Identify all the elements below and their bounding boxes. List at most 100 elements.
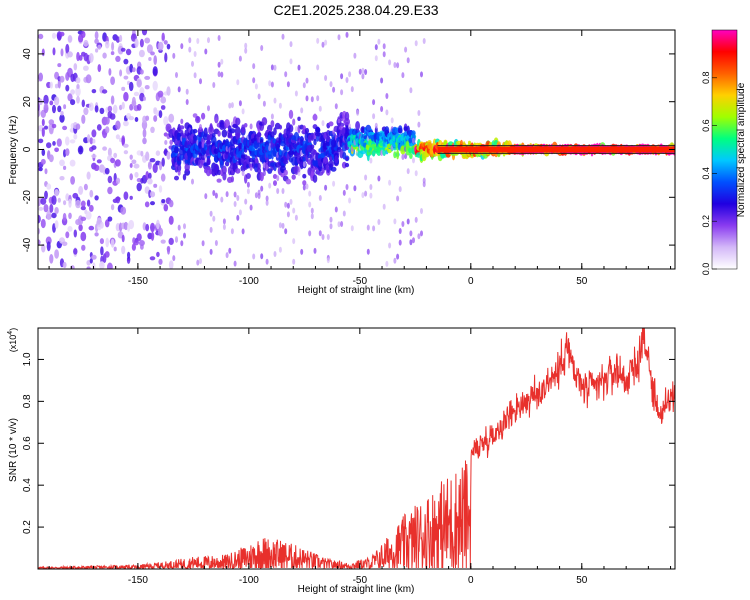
heatmap-cell <box>397 127 403 134</box>
heatmap-cell <box>345 31 349 38</box>
heatmap-cell <box>302 82 306 89</box>
x-tick-label: -150 <box>128 276 148 287</box>
heatmap-cell <box>97 44 102 50</box>
heatmap-cell <box>52 104 56 114</box>
heatmap-cell <box>177 163 182 173</box>
heatmap-cell <box>157 41 164 51</box>
heatmap-cell <box>209 248 213 255</box>
heatmap-cell <box>94 38 99 45</box>
heatmap-cell <box>54 189 59 197</box>
heatmap-cell <box>297 116 301 122</box>
heatmap-cell <box>152 80 158 91</box>
heatmap-cell <box>261 117 268 126</box>
heatmap-cell <box>143 96 146 101</box>
heatmap-cell <box>217 151 221 159</box>
heatmap-cell <box>129 173 133 181</box>
heatmap-cell <box>147 161 152 170</box>
heatmap-cell <box>289 198 293 205</box>
heatmap-cell <box>113 152 118 159</box>
heatmap-cell <box>59 75 65 83</box>
heatmap-cell <box>230 102 234 109</box>
heatmap-cell <box>324 39 328 46</box>
heatmap-cell <box>65 231 70 239</box>
heatmap-cell <box>134 38 139 48</box>
heatmap-cell <box>329 216 333 223</box>
heatmap-cell <box>100 246 104 256</box>
heatmap-cell <box>131 243 136 251</box>
heatmap-cell <box>265 199 269 206</box>
heatmap-cell <box>166 43 171 50</box>
heatmap-cell <box>348 197 352 204</box>
heatmap-cell <box>99 261 105 269</box>
heatmap-cell <box>81 31 86 38</box>
colorbar-tick-label: 0.8 <box>701 72 711 85</box>
heatmap-cell <box>305 77 309 84</box>
heatmap-cell <box>220 58 224 65</box>
heatmap-cell <box>201 141 205 148</box>
heatmap-cell <box>337 221 341 228</box>
heatmap-cell <box>168 215 174 225</box>
heatmap-cell <box>131 159 137 165</box>
heatmap-cell <box>217 35 221 41</box>
heatmap-cell <box>83 107 89 116</box>
heatmap-cell <box>206 159 211 166</box>
heatmap-cell <box>401 72 405 79</box>
heatmap-cell <box>110 95 115 105</box>
heatmap-cell <box>54 249 59 259</box>
heatmap-cell <box>62 261 67 269</box>
heatmap-cell <box>305 183 309 190</box>
heatmap-cell <box>149 191 156 198</box>
heatmap-cell <box>238 100 242 107</box>
heatmap-cell <box>398 228 402 234</box>
heatmap-cell <box>180 240 184 247</box>
heatmap-cell <box>88 204 94 212</box>
snr-frame <box>37 327 676 570</box>
heatmap-cell <box>420 230 423 237</box>
heatmap-cell <box>149 158 156 163</box>
heatmap-cell <box>267 168 273 174</box>
heatmap-cell <box>204 193 208 200</box>
heatmap-cell <box>318 230 322 237</box>
colorbar: 0.0 0.2 0.4 0.6 0.8 Normalized spectral ampl… <box>701 29 747 275</box>
heatmap-cell <box>91 154 97 159</box>
heatmap-cell <box>70 89 75 95</box>
heatmap-cell <box>284 201 288 208</box>
y-tick-label: 1.0 <box>22 352 33 366</box>
heatmap-cell <box>338 122 345 127</box>
heatmap-cell <box>101 89 108 94</box>
heatmap-cell <box>382 203 386 210</box>
heatmap-cell <box>353 185 357 192</box>
heatmap-cell <box>406 57 410 64</box>
heatmap-cell <box>86 171 91 180</box>
heatmap-cell <box>59 159 65 167</box>
heatmap-cell <box>104 219 110 228</box>
heatmap-cell <box>334 155 339 164</box>
heatmap-cell <box>61 241 68 247</box>
heatmap-cell <box>353 52 357 59</box>
heatmap-cell <box>222 224 226 230</box>
heatmap-cell <box>196 259 200 266</box>
heatmap-cell <box>113 246 117 252</box>
heatmap-cell <box>409 153 413 159</box>
heatmap-cell <box>145 115 150 121</box>
snr-x-axis-label: Height of straight line (km) <box>298 584 415 595</box>
heatmap-cell <box>149 256 156 261</box>
heatmap-cell <box>158 161 163 171</box>
heatmap-cell <box>117 45 124 55</box>
heatmap-cell <box>230 176 234 183</box>
heatmap-cell <box>342 189 346 196</box>
heatmap-cell <box>225 252 229 259</box>
heatmap-cell <box>417 110 421 116</box>
heatmap-cell <box>364 190 368 197</box>
heatmap-cell <box>152 163 158 174</box>
heatmap-cell <box>73 248 78 255</box>
heatmap-cell <box>163 204 169 212</box>
heatmap-cell <box>65 43 70 54</box>
heatmap-cell <box>254 192 258 199</box>
heatmap-cell <box>97 64 102 73</box>
heatmap-cell <box>361 67 365 74</box>
heatmap-cell <box>374 44 378 51</box>
y-tick-label: 20 <box>22 96 33 108</box>
heatmap-cell <box>406 218 410 225</box>
heatmap-cell <box>128 81 134 92</box>
